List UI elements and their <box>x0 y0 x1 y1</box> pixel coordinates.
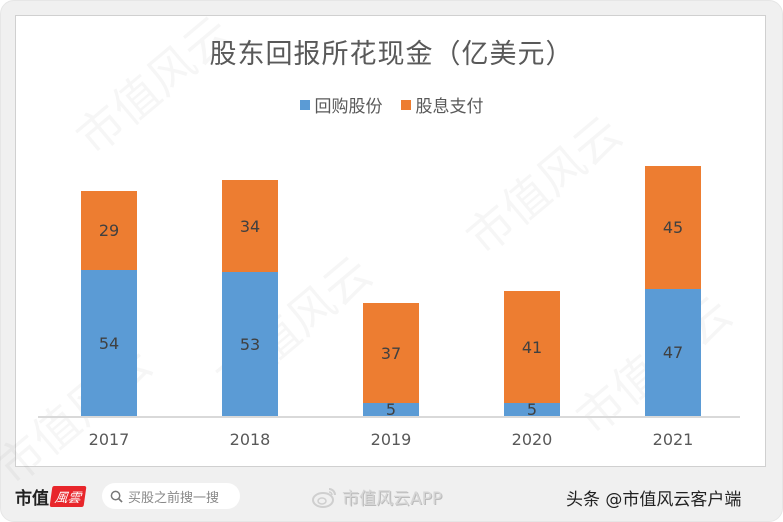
brand-logo-badge: 風雲 <box>49 486 87 507</box>
bar-2020: 41 5 <box>504 291 560 419</box>
bar-segment-buyback: 5 <box>363 400 419 419</box>
x-axis-line <box>38 416 740 418</box>
legend-swatch-orange <box>400 99 411 110</box>
legend-swatch-blue <box>299 99 310 110</box>
search-box[interactable]: 买股之前搜一搜 <box>102 483 240 509</box>
bar-2017: 29 54 <box>81 191 137 416</box>
bar-segment-dividend: 41 <box>504 291 560 403</box>
x-tick-label: 2018 <box>229 430 271 449</box>
x-tick-label: 2019 <box>370 430 412 449</box>
search-icon <box>110 490 123 503</box>
bar-2021: 45 47 <box>645 166 701 416</box>
bar-segment-buyback: 5 <box>504 400 560 419</box>
legend-label: 股息支付 <box>415 97 484 117</box>
footer-bar: 市值 風雲 买股之前搜一搜 市值风云APP 头条 @市值风云客户端 <box>0 476 783 516</box>
search-placeholder: 买股之前搜一搜 <box>128 490 220 506</box>
weibo-icon <box>312 487 336 508</box>
bar-segment-dividend: 29 <box>81 191 137 270</box>
legend-item-buyback: 回购股份 <box>299 92 383 117</box>
weibo-watermark: 市值风云APP <box>312 484 442 509</box>
bar-segment-dividend: 45 <box>645 166 701 289</box>
brand-logo: 市值 風雲 <box>15 484 87 509</box>
chart-legend: 回购股份 股息支付 <box>0 92 783 117</box>
bar-segment-dividend: 34 <box>222 180 278 272</box>
brand-text: 市值 <box>15 489 49 509</box>
x-tick-label: 2020 <box>511 430 553 449</box>
bar-segment-buyback: 54 <box>81 270 137 416</box>
source-credit: 头条 @市值风云客户端 <box>566 490 742 510</box>
bar-segment-buyback: 47 <box>645 289 701 416</box>
bar-2019: 37 5 <box>363 303 419 419</box>
x-tick-label: 2021 <box>652 430 694 449</box>
legend-label: 回购股份 <box>314 97 383 117</box>
x-tick-label: 2017 <box>88 430 130 449</box>
chart-title: 股东回报所花现金（亿美元） <box>209 39 574 70</box>
bar-segment-dividend: 37 <box>363 303 419 403</box>
bar-segment-buyback: 53 <box>222 272 278 416</box>
bar-2018: 34 53 <box>222 180 278 416</box>
legend-item-dividend: 股息支付 <box>400 92 484 117</box>
weibo-text: 市值风云APP <box>342 489 443 509</box>
